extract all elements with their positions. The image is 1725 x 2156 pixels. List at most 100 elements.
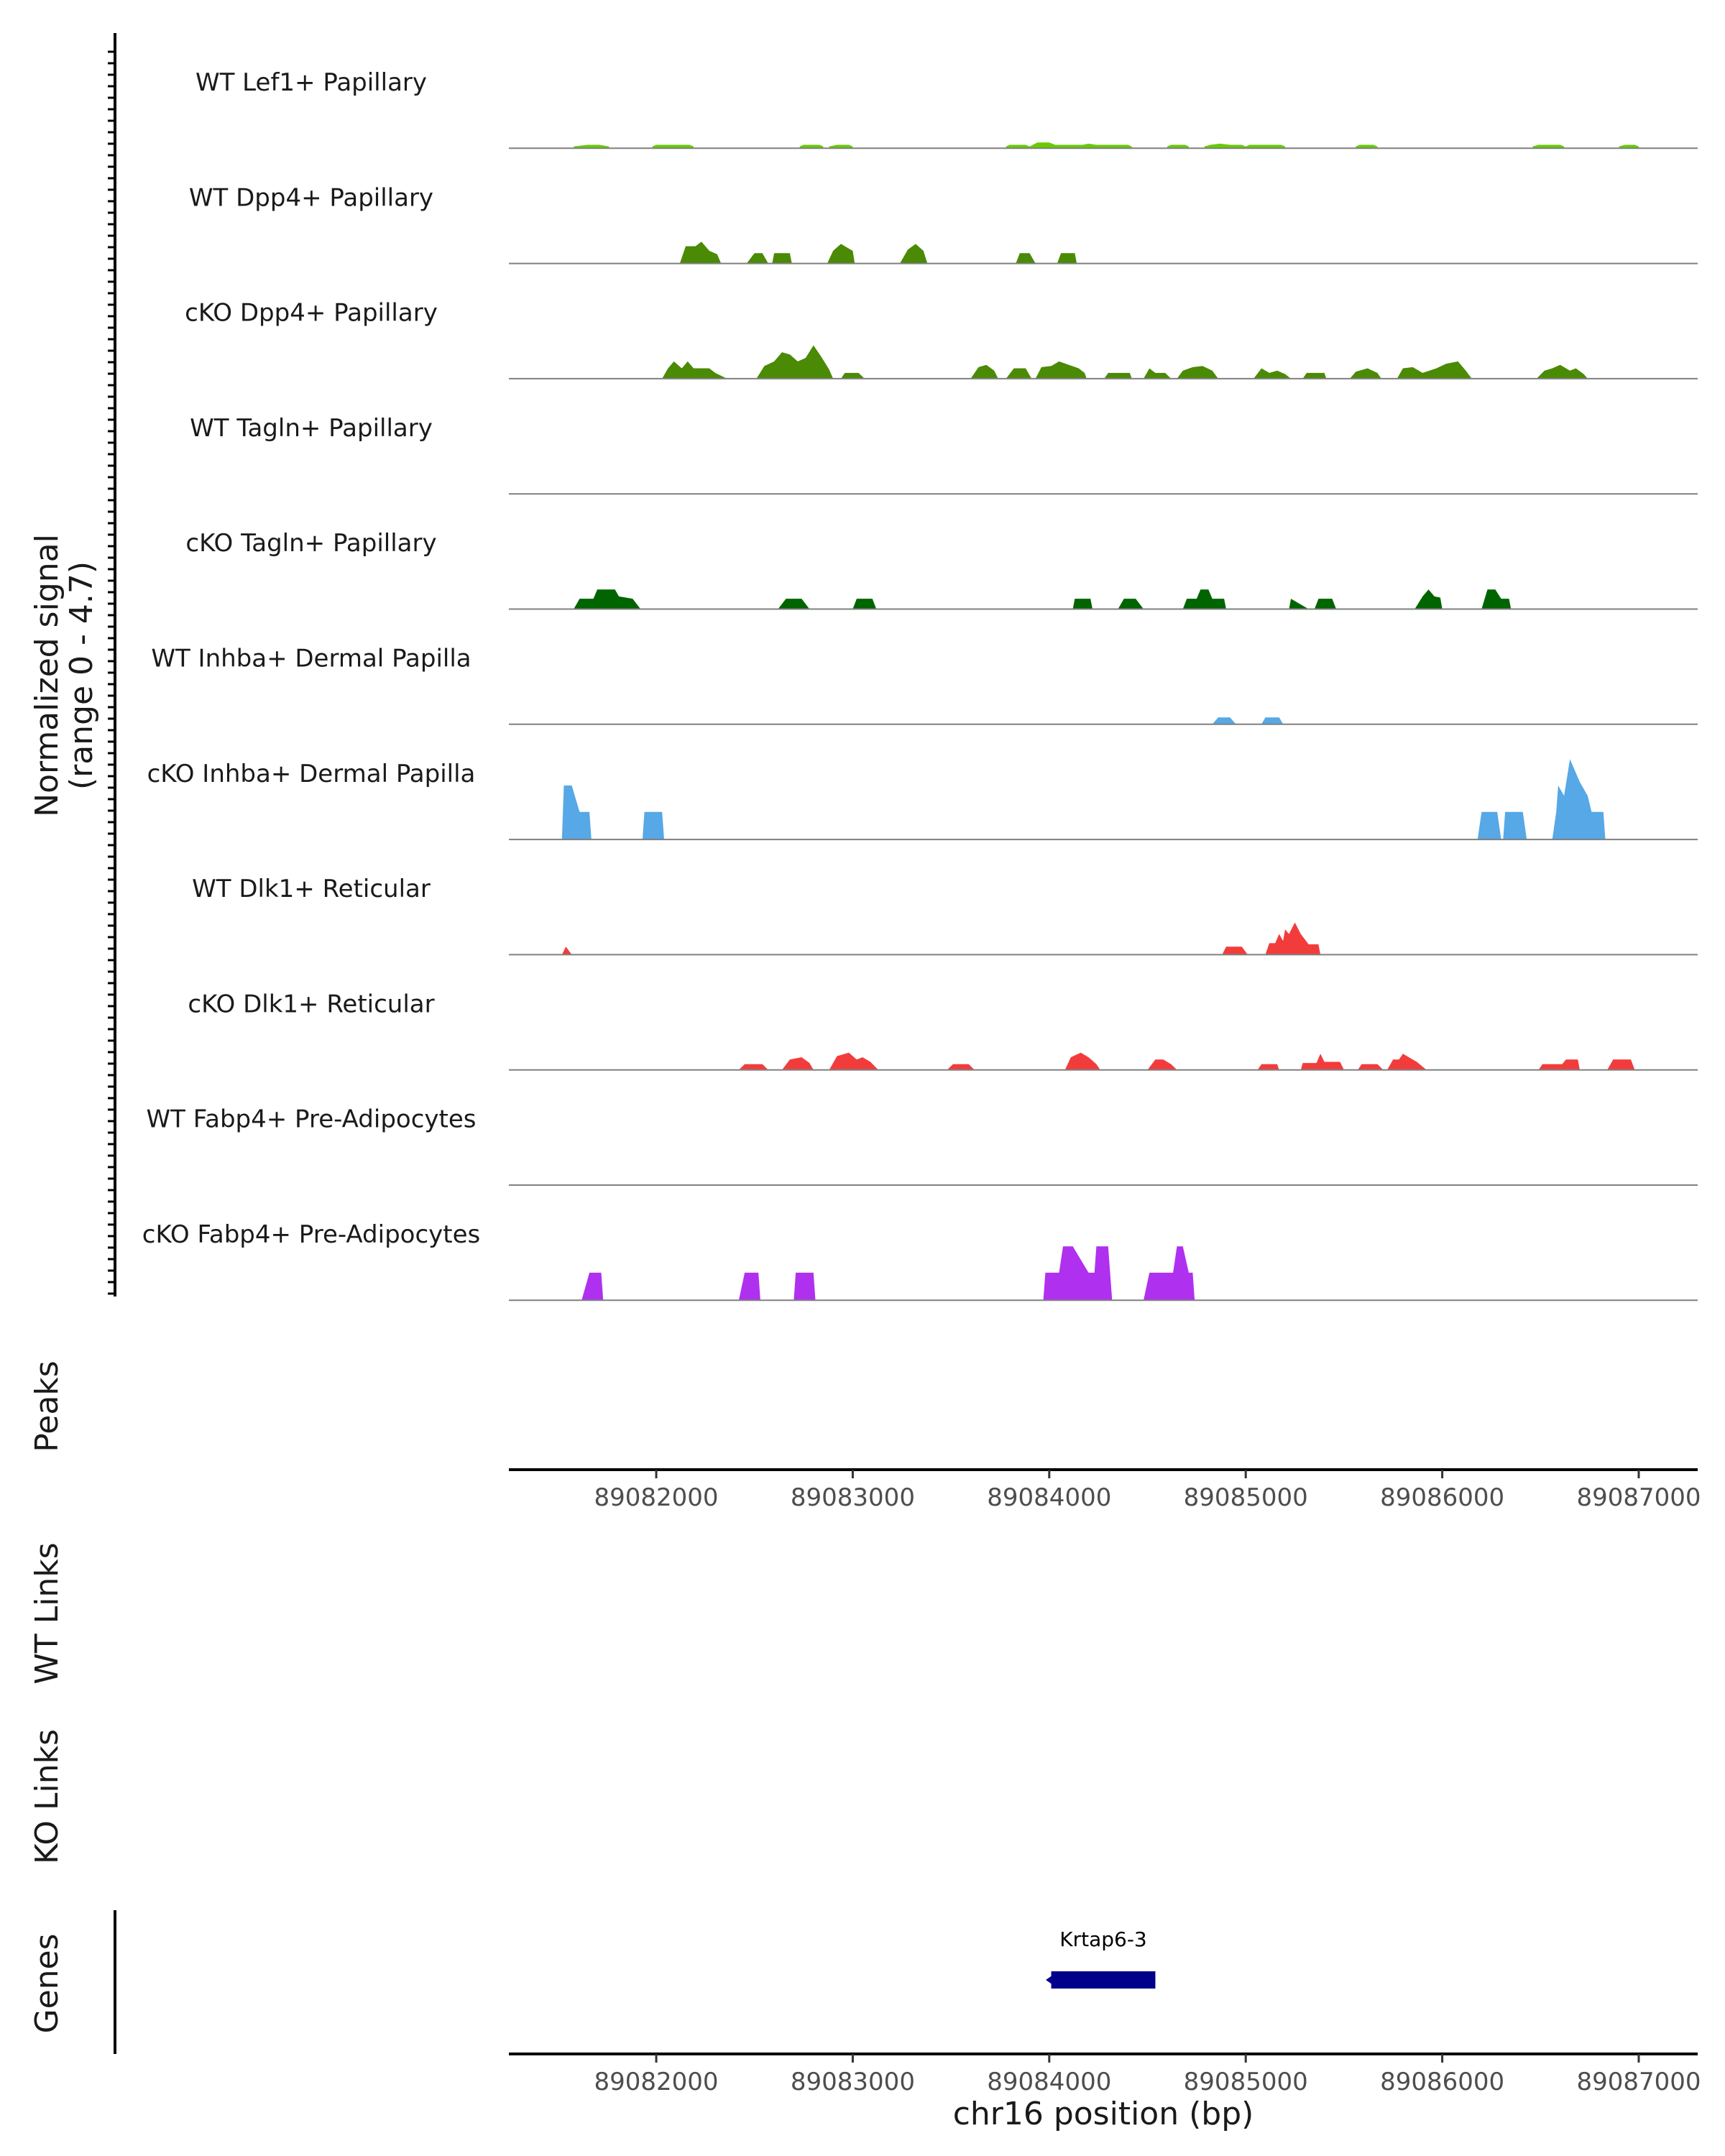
coverage-segment bbox=[1358, 1064, 1384, 1070]
coverage-segment bbox=[738, 1272, 760, 1301]
x-tick-label: 89083000 bbox=[791, 1483, 915, 1512]
track-label: WT Dlk1+ Reticular bbox=[192, 875, 431, 903]
peaks-label: Peaks bbox=[29, 1360, 65, 1452]
coverage-segment bbox=[1387, 1054, 1427, 1070]
coverage-segment bbox=[1538, 1059, 1580, 1070]
coverage-segment bbox=[772, 253, 792, 264]
track-7: WT Dlk1+ Reticular bbox=[192, 875, 1698, 956]
coverage-segment bbox=[1057, 253, 1077, 264]
coverage-segment bbox=[1177, 366, 1218, 379]
coverage-segment bbox=[947, 1064, 975, 1070]
coverage-segment bbox=[1254, 368, 1292, 379]
coverage-segment bbox=[561, 946, 572, 955]
coverage-segment bbox=[756, 345, 834, 379]
coverage-tracks: WT Lef1+ Papillary WT Dpp4+ Papillary cKO … bbox=[142, 68, 1698, 1302]
coverage-segment bbox=[679, 241, 722, 264]
gene-annotations: Krtap6-3 bbox=[1046, 1927, 1156, 1989]
gene-strand-arrow bbox=[1046, 1973, 1057, 1986]
coverage-segment bbox=[561, 786, 592, 840]
coverage-segment bbox=[1016, 253, 1036, 264]
coverage-segment bbox=[1536, 364, 1588, 379]
coverage-segment bbox=[1619, 144, 1639, 149]
coverage-segment bbox=[829, 1052, 878, 1070]
x-tick-label: 89084000 bbox=[987, 2068, 1111, 2096]
coverage-segment bbox=[642, 811, 664, 840]
track-8: cKO Dlk1+ Reticular bbox=[188, 990, 1698, 1071]
coverage-segment bbox=[1182, 589, 1226, 609]
coverage-segment bbox=[841, 372, 865, 379]
coverage-segment bbox=[1552, 759, 1606, 840]
coverage-segment bbox=[1222, 946, 1248, 955]
coverage-segment bbox=[1246, 144, 1285, 149]
track-4: cKO Tagln+ Papillary bbox=[185, 529, 1698, 610]
x-axis-title: chr16 position (bp) bbox=[953, 2096, 1254, 2132]
genes-label: Genes bbox=[29, 1933, 65, 2033]
coverage-segment bbox=[662, 361, 727, 379]
x-tick-label: 89087000 bbox=[1576, 2068, 1701, 2096]
coverage-segment bbox=[900, 244, 928, 264]
coverage-segment bbox=[574, 144, 610, 149]
track-label: WT Inhba+ Dermal Papilla bbox=[151, 645, 471, 673]
coverage-segment bbox=[581, 1272, 604, 1301]
coverage-segment bbox=[1503, 811, 1527, 840]
coverage-segment bbox=[1167, 144, 1189, 149]
coverage-segment bbox=[1118, 599, 1144, 609]
wt-links-label: WT Links bbox=[29, 1542, 65, 1684]
track-label: WT Fabp4+ Pre-Adipocytes bbox=[147, 1105, 477, 1134]
coverage-segment bbox=[652, 144, 694, 149]
coverage-segment bbox=[1144, 368, 1172, 379]
track-9: WT Fabp4+ Pre-Adipocytes bbox=[147, 1105, 1698, 1186]
genes-x-axis-ticks: 89082000 89083000 89084000 89085000 89086000… bbox=[594, 2054, 1701, 2096]
coverage-segment bbox=[1029, 142, 1132, 149]
coverage-segment bbox=[1481, 589, 1512, 609]
track-5: WT Inhba+ Dermal Papilla bbox=[151, 645, 1698, 725]
coverage-segment bbox=[738, 1064, 768, 1070]
coverage-segment bbox=[1302, 372, 1327, 379]
x-tick-label: 89087000 bbox=[1576, 1483, 1701, 1512]
coverage-segment bbox=[1212, 717, 1236, 724]
x-tick-label: 89083000 bbox=[791, 2068, 915, 2096]
coverage-segment bbox=[1064, 1052, 1100, 1070]
coverage-segment bbox=[1006, 144, 1030, 149]
x-tick-label: 89084000 bbox=[987, 1483, 1111, 1512]
coverage-segment bbox=[1257, 1064, 1279, 1070]
track-label: cKO Inhba+ Dermal Papilla bbox=[147, 760, 476, 788]
coverage-segment bbox=[1043, 1246, 1113, 1301]
coverage-segment bbox=[1289, 599, 1309, 609]
x-tick-label: 89085000 bbox=[1184, 2068, 1308, 2096]
track-label: cKO Dlk1+ Reticular bbox=[188, 990, 434, 1018]
coverage-segment bbox=[852, 599, 877, 609]
coverage-segment bbox=[829, 144, 853, 149]
peaks-x-axis-ticks: 89082000 89083000 89084000 89085000 89086000… bbox=[594, 1470, 1701, 1512]
gene-body bbox=[1051, 1971, 1156, 1989]
coverage-segment bbox=[1147, 1059, 1177, 1070]
x-tick-label: 89086000 bbox=[1380, 2068, 1504, 2096]
track-label: cKO Dpp4+ Papillary bbox=[185, 299, 438, 328]
coverage-segment bbox=[778, 599, 810, 609]
coverage-segment bbox=[1144, 1246, 1195, 1301]
track-label: WT Lef1+ Papillary bbox=[196, 68, 427, 97]
coverage-segment bbox=[1477, 811, 1501, 840]
ko-links-label: KO Links bbox=[29, 1729, 65, 1864]
y-axis-ticks bbox=[108, 50, 115, 1295]
track-label: cKO Tagln+ Papillary bbox=[185, 529, 436, 558]
coverage-segment bbox=[799, 144, 824, 149]
track-label: WT Tagln+ Papillary bbox=[190, 414, 433, 443]
coverage-segment bbox=[746, 253, 768, 264]
coverage-segment bbox=[1300, 1054, 1344, 1070]
coverage-segment bbox=[1350, 368, 1381, 379]
coverage-segment bbox=[1397, 361, 1472, 379]
gene-label: Krtap6-3 bbox=[1059, 1927, 1147, 1951]
y-axis-title: Normalized signal bbox=[29, 534, 65, 817]
track-0: WT Lef1+ Papillary bbox=[196, 68, 1698, 149]
coverage-segment bbox=[1006, 368, 1032, 379]
coverage-segment bbox=[782, 1057, 814, 1070]
track-label: WT Dpp4+ Papillary bbox=[189, 183, 433, 212]
coverage-segment bbox=[794, 1272, 816, 1301]
coverage-segment bbox=[827, 244, 855, 264]
x-tick-label: 89086000 bbox=[1380, 1483, 1504, 1512]
coverage-segment bbox=[970, 364, 998, 379]
track-10: cKO Fabp4+ Pre-Adipocytes bbox=[142, 1220, 1698, 1302]
coverage-segment bbox=[1414, 589, 1443, 609]
